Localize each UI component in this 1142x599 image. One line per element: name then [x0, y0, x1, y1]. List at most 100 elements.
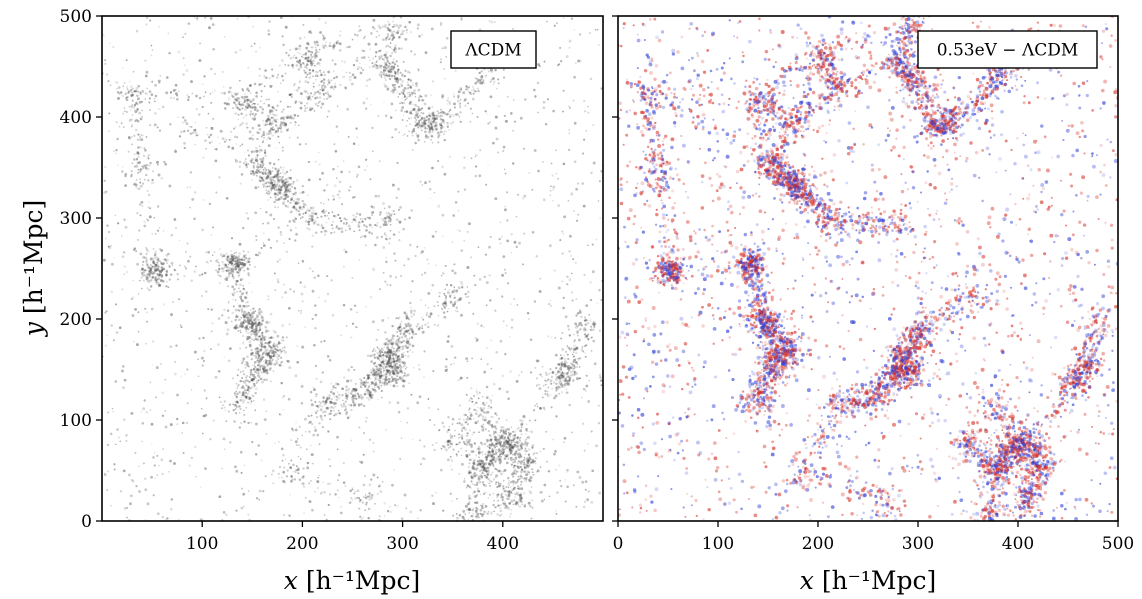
halo-point [149, 409, 152, 411]
halo-point [204, 16, 207, 19]
halo-point [399, 363, 402, 367]
halo-point [378, 26, 382, 30]
halo-point [311, 422, 314, 426]
halo-point [446, 310, 449, 313]
halo-point [406, 81, 409, 84]
halo-point [371, 62, 374, 65]
halo-point [228, 96, 231, 99]
halo-point [287, 306, 291, 310]
halo-point [330, 231, 333, 235]
halo-point [157, 163, 159, 166]
halo-point [476, 489, 480, 493]
halo-point [504, 205, 506, 208]
halo-point [463, 99, 466, 102]
halo-point [508, 439, 511, 442]
halo-point [475, 507, 479, 511]
halo-point [561, 383, 565, 387]
halo-point [470, 256, 473, 259]
halo-point [384, 69, 387, 72]
halo-point [597, 404, 600, 407]
halo-point [269, 363, 272, 366]
halo-point [267, 295, 270, 298]
halo-point [480, 442, 484, 446]
halo-point [477, 90, 481, 93]
halo-point [378, 367, 381, 370]
halo-point [396, 371, 400, 374]
halo-point [246, 102, 249, 105]
halo-point [562, 110, 565, 113]
halo-point [123, 418, 126, 421]
halo-point [305, 66, 309, 70]
halo-point [144, 92, 147, 95]
halo-point [405, 338, 408, 340]
halo-point [535, 359, 539, 363]
halo-point [153, 123, 157, 127]
halo-point [265, 119, 268, 123]
halo-point [397, 68, 400, 71]
halo-point [475, 474, 478, 477]
halo-point [396, 348, 399, 351]
halo-point [342, 481, 346, 484]
halo-point [390, 365, 393, 368]
halo-point [477, 476, 480, 479]
halo-point [251, 126, 255, 130]
halo-point [469, 486, 472, 490]
halo-point [388, 351, 391, 354]
halo-point [259, 337, 262, 341]
halo-point [483, 275, 486, 279]
halo-point [320, 340, 323, 343]
halo-point [241, 122, 244, 125]
halo-point [333, 402, 336, 404]
halo-point [302, 467, 305, 470]
halo-point [296, 468, 300, 472]
halo-point [452, 93, 455, 96]
halo-point [399, 323, 402, 326]
halo-point [254, 113, 257, 116]
halo-point [254, 376, 257, 380]
halo-point [289, 188, 291, 190]
halo-point [391, 66, 393, 68]
halo-point [170, 261, 174, 265]
halo-point [492, 453, 496, 456]
halo-point [446, 291, 450, 294]
halo-point [527, 464, 530, 468]
halo-point [508, 442, 512, 445]
halo-point [256, 109, 259, 112]
halo-point [117, 164, 119, 167]
halo-point [507, 427, 511, 431]
halo-point [562, 296, 565, 299]
halo-point [301, 482, 305, 486]
halo-point [442, 425, 446, 428]
halo-point [294, 201, 298, 205]
halo-point [366, 164, 369, 167]
halo-point [474, 77, 477, 80]
halo-point [163, 268, 165, 271]
halo-point [226, 328, 230, 332]
halo-point [258, 179, 262, 183]
halo-point [360, 56, 364, 59]
halo-point [245, 99, 247, 101]
halo-point [474, 421, 477, 425]
halo-point [264, 124, 267, 127]
halo-point [392, 20, 395, 23]
halo-point [281, 336, 285, 339]
halo-point [489, 299, 492, 302]
halo-point [289, 466, 292, 470]
halo-point [262, 183, 266, 187]
halo-point [521, 487, 523, 489]
halo-point [245, 305, 249, 308]
halo-point [258, 164, 262, 167]
halo-point [395, 379, 398, 382]
halo-point [595, 444, 598, 448]
halo-point [569, 374, 572, 377]
halo-point [229, 257, 233, 261]
halo-point [526, 311, 530, 315]
halo-point [223, 448, 226, 451]
halo-point [530, 458, 532, 461]
halo-point [170, 273, 173, 276]
halo-point [226, 259, 229, 262]
halo-point [148, 164, 151, 167]
halo-point [256, 359, 259, 362]
halo-point [508, 502, 511, 505]
halo-point [311, 214, 314, 218]
